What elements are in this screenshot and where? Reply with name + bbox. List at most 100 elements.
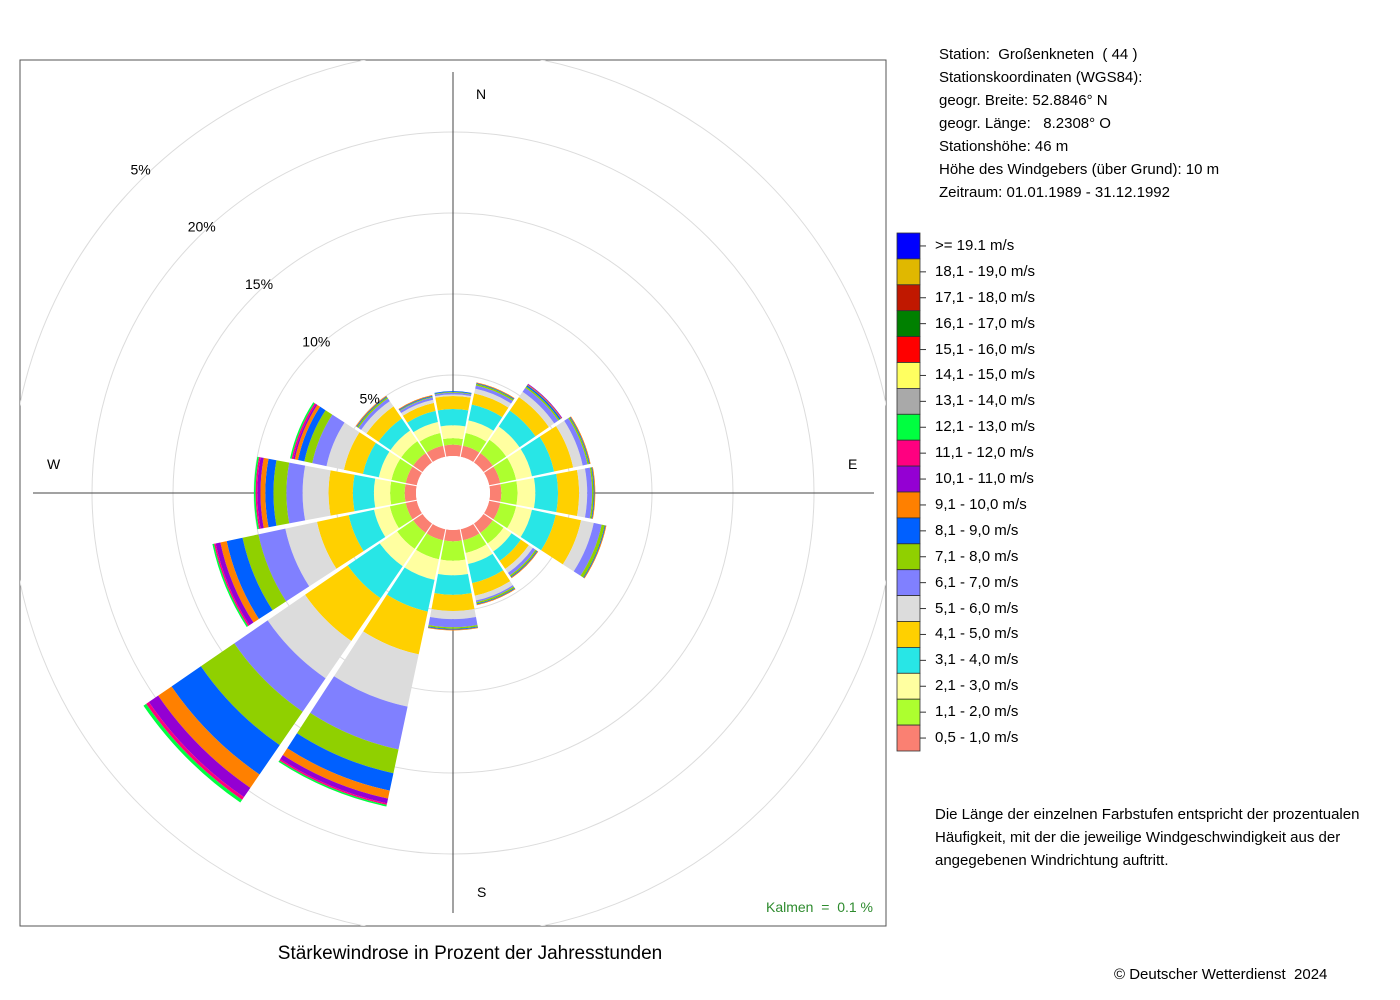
sector-band-SSW-1	[416, 533, 443, 560]
direction-label-E: E	[848, 456, 857, 472]
sector-band-NW-2	[390, 430, 418, 458]
direction-labels: N E S W	[47, 86, 857, 900]
legend-label: 4,1 - 5,0 m/s	[935, 625, 1019, 643]
sector-band-SSW-9	[282, 748, 390, 799]
station-info-line: Stationskoordinaten (WGS84):	[939, 69, 1143, 86]
station-info-line: Zeitraum: 01.01.1989 - 31.12.1992	[939, 184, 1170, 201]
sector-band-SO-2	[487, 527, 512, 552]
sector-band-WNW-1	[391, 458, 413, 483]
sector-band-NNW-5	[401, 399, 434, 416]
sector-band-WSW-5	[285, 521, 337, 587]
sector-band-N-3	[437, 409, 469, 427]
sector-band-WNW-10	[293, 404, 318, 460]
sector-band-NNO-2	[465, 420, 494, 442]
sector-band-W-7	[273, 460, 290, 526]
sector-band-SW-4	[305, 565, 381, 641]
sector-band-NW-4	[366, 406, 402, 442]
sector-band-O-7	[589, 467, 594, 519]
sector-band-OSO-2	[507, 506, 532, 537]
legend-label: 14,1 - 15,0 m/s	[935, 366, 1036, 384]
note-line: Häufigkeit, mit der die jeweilige Windge…	[935, 829, 1341, 846]
sector-band-SW-7	[200, 643, 303, 746]
sector-band-S-2	[437, 559, 469, 576]
sector-band-SW-2	[379, 531, 415, 567]
sector-band-NNW-9	[398, 395, 433, 410]
sector-band-NW-1	[401, 441, 426, 466]
sector-band-N-8	[434, 391, 472, 394]
sector-band-NO-8	[526, 385, 561, 420]
sector-band-SSO-7	[476, 586, 515, 604]
station-info-line: Stationshöhe: 46 m	[939, 138, 1069, 155]
sector-band-SW-8	[171, 666, 280, 775]
sector-band-SSO-0	[460, 524, 480, 541]
sector-band-NNW-1	[419, 433, 443, 453]
legend-label: 10,1 - 11,0 m/s	[935, 470, 1034, 488]
calm-percentage: Kalmen = 0.1 %	[766, 899, 874, 915]
legend-label: 11,1 - 12,0 m/s	[935, 444, 1034, 462]
sector-band-ONO-6	[564, 418, 588, 466]
sector-band-WNW-7	[304, 410, 333, 464]
sector-band-N-5	[435, 394, 471, 398]
sector-band-NNW-0	[426, 445, 446, 462]
legend-swatch	[896, 232, 921, 260]
sector-band-WNW-0	[405, 466, 422, 486]
sector-band-S-9	[427, 627, 479, 631]
legend-label: 15,1 - 16,0 m/s	[935, 340, 1036, 358]
plot-frame	[19, 59, 887, 927]
legend-label: 13,1 - 14,0 m/s	[935, 392, 1036, 410]
sector-band-SSO-5	[474, 581, 513, 601]
sector-band-SO-5	[505, 545, 533, 573]
sector-band-ONO-5	[556, 420, 583, 468]
sector-band-SW-3	[347, 543, 403, 599]
station-info-line: geogr. Länge: 8.2308° O	[939, 115, 1111, 132]
sector-band-SW-5	[267, 594, 352, 679]
legend-swatch	[896, 284, 921, 312]
sector-band-W-5	[302, 465, 331, 521]
sector-band-WNW-12	[290, 402, 315, 459]
sector-band-N-0	[444, 444, 462, 457]
sector-band-NO-6	[522, 387, 559, 424]
sector-band-W-4	[328, 470, 355, 516]
sector-band-WNW-5	[326, 422, 360, 470]
sector-band-NW-5	[361, 401, 394, 434]
sector-band-SW-6	[234, 620, 326, 712]
sector-band-N-7	[434, 392, 472, 395]
legend-swatch	[896, 672, 921, 700]
sector-band-NO-3	[498, 410, 536, 448]
sector-band-WSW-9	[220, 541, 259, 623]
sector-band-O-3	[533, 473, 559, 513]
sector-band-NNO-0	[460, 445, 480, 462]
sector-band-WSW-7	[242, 534, 287, 611]
sector-band-SO-1	[480, 520, 504, 544]
sector-band-SSW-2	[404, 549, 439, 580]
legend-label: 6,1 - 7,0 m/s	[935, 573, 1019, 591]
sector-band-ONO-3	[520, 436, 555, 477]
sector-band-SSO-9	[476, 588, 516, 606]
legend-swatch	[896, 647, 921, 674]
sector-band-NO-0	[473, 453, 493, 473]
sector-band-SSW-0	[426, 524, 446, 541]
direction-label-W: W	[47, 456, 61, 472]
sector-band-W-11	[255, 457, 261, 529]
radial-tick-label: 10%	[302, 333, 330, 349]
sector-band-OSO-0	[484, 500, 501, 520]
sector-band-SW-0	[413, 513, 433, 533]
copyright: © Deutscher Wetterdienst 2024	[1114, 966, 1328, 983]
station-info-line: geogr. Breite: 52.8846° N	[939, 92, 1108, 109]
legend-swatch	[896, 595, 921, 622]
legend-label: 7,1 - 8,0 m/s	[935, 547, 1019, 565]
legend-swatch	[896, 465, 921, 493]
legend-label: 18,1 - 19,0 m/s	[935, 262, 1036, 280]
sector-band-W-10	[257, 457, 264, 529]
sector-band-NW-7	[357, 397, 388, 428]
sector-band-S-0	[444, 529, 462, 542]
sector-band-O-8	[591, 467, 595, 519]
legend-label: 12,1 - 13,0 m/s	[935, 418, 1036, 436]
legend-swatch	[896, 621, 921, 648]
sector-band-SW-10	[148, 695, 251, 798]
sector-band-S-3	[434, 573, 472, 595]
sector-band-WSW-8	[226, 537, 273, 620]
sector-band-W-0	[404, 484, 417, 502]
note-line: Die Länge der einzelnen Farbstufen entsp…	[935, 806, 1360, 823]
sector-band-WSW-1	[389, 503, 413, 529]
